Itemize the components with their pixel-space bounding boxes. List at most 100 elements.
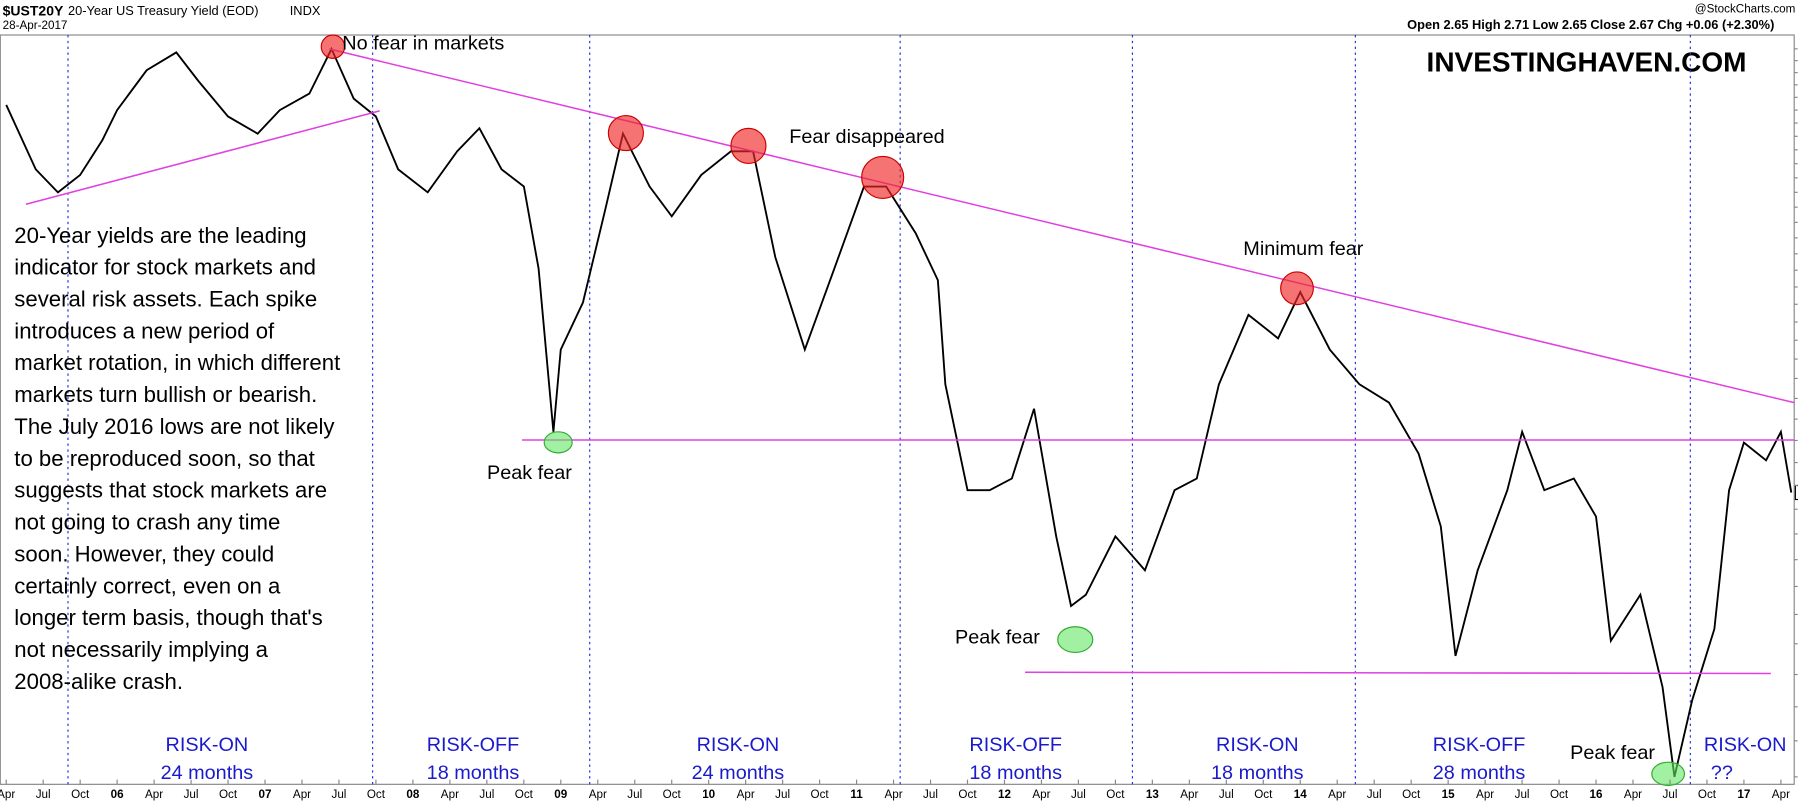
red-circle (607, 114, 644, 152)
paragraph-line: markets turn bullish or bearish. (14, 382, 317, 407)
x-tick-label: Oct (219, 788, 238, 801)
fear-markers (320, 34, 1314, 306)
x-tick-label: Oct (367, 788, 386, 801)
regime-label: RISK-ON (1704, 734, 1787, 756)
regime-duration: 18 months (969, 762, 1062, 784)
x-tick-label: Jul (923, 788, 938, 801)
x-tick-label: Apr (1328, 788, 1346, 801)
watermark: INVESTINGHAVEN.COM (1427, 47, 1747, 78)
x-tick-label: Apr (1180, 788, 1198, 801)
paragraph-line: indicator for stock markets and (14, 255, 316, 280)
x-tick-label: Oct (1402, 788, 1421, 801)
regime-duration: 18 months (1211, 762, 1304, 784)
paragraph-line: certainly correct, even on a (14, 573, 281, 598)
paragraph-line: 20-Year yields are the leading (14, 223, 306, 248)
x-tick-label: Jul (332, 788, 347, 801)
x-tick-label: Oct (515, 788, 534, 801)
regime-label: RISK-ON (697, 734, 780, 756)
x-tick-label: Jul (1219, 788, 1234, 801)
green-ellipse (543, 431, 573, 454)
x-tick-label: 10 (702, 788, 715, 801)
date: 28-Apr-2017 (3, 19, 68, 32)
x-tick-label: 15 (1442, 788, 1455, 801)
x-tick-label: Jul (627, 788, 642, 801)
red-circle (861, 155, 905, 199)
regime-duration: 18 months (427, 762, 520, 784)
annotation: Peak fear (487, 462, 572, 484)
regime-label: RISK-OFF (969, 734, 1062, 756)
annotation: Peak fear (955, 627, 1040, 649)
regime-duration: 28 months (1433, 762, 1526, 784)
x-tick-label: Jul (184, 788, 199, 801)
x-tick-label: Jul (479, 788, 494, 801)
regime-label: RISK-OFF (427, 734, 520, 756)
paragraph-line: soon. However, they could (14, 541, 274, 566)
x-tick-label: Apr (884, 788, 902, 801)
paragraph-line: 2008-alike crash. (14, 669, 183, 694)
x-tick-label: Apr (1032, 788, 1050, 801)
x-tick-label: Apr (145, 788, 163, 801)
x-tick-label: Apr (0, 788, 15, 801)
paragraph-line: longer term basis, though that's (14, 605, 322, 630)
paragraph-line: market rotation, in which different (14, 350, 340, 375)
credit: @StockCharts.com (1695, 2, 1796, 15)
x-tick-label: 06 (111, 788, 124, 801)
x-tick-label: 08 (406, 788, 419, 801)
red-circle (1280, 271, 1314, 306)
symbol: $UST20Y (3, 2, 64, 18)
red-circle (730, 127, 767, 164)
regime-label: RISK-ON (166, 734, 249, 756)
trend-line (329, 48, 1795, 404)
x-tick-label: Oct (663, 788, 682, 801)
annotation: Minimum fear (1243, 238, 1363, 260)
last-value-box (1794, 484, 1798, 501)
x-tick-label: Jul (1663, 788, 1678, 801)
regime-dividers (67, 35, 1691, 785)
x-tick-label: Apr (441, 788, 459, 801)
x-tick-label: 11 (850, 788, 863, 801)
paragraph-line: not necessarily implying a (14, 637, 268, 662)
x-tick-label: Jul (1071, 788, 1086, 801)
red-circle (320, 34, 346, 59)
trend-lines (25, 48, 1795, 675)
x-tick-label: Oct (1550, 788, 1569, 801)
x-tick-label: Apr (589, 788, 607, 801)
x-tick-label: 07 (259, 788, 272, 801)
x-tick-label: Oct (958, 788, 977, 801)
x-tick-label: Oct (1698, 788, 1717, 801)
x-tick-label: 13 (1146, 788, 1159, 801)
x-tick-label: Jul (1367, 788, 1382, 801)
trend-line (25, 110, 380, 205)
x-tick-label: Jul (1515, 788, 1530, 801)
regime-label: RISK-ON (1216, 734, 1299, 756)
x-tick-label: Jul (775, 788, 790, 801)
x-tick-label: Apr (1624, 788, 1642, 801)
chart-title: 20-Year US Treasury Yield (EOD) (68, 3, 259, 18)
x-tick-label: Apr (1476, 788, 1494, 801)
x-tick-label: 12 (998, 788, 1011, 801)
paragraph-line: to be reproduced soon, so that (14, 446, 315, 471)
plot-frame (0, 34, 1795, 785)
support-line (1025, 671, 1771, 675)
annotation: Peak fear (1570, 742, 1655, 764)
paragraph-line: The July 2016 lows are not likely (14, 414, 335, 439)
x-tick-label: Oct (1106, 788, 1125, 801)
x-tick-label: 16 (1590, 788, 1603, 801)
paragraph-line: not going to crash any time (14, 510, 280, 535)
paragraph-line: suggests that stock markets are (14, 478, 327, 503)
x-tick-label: Apr (737, 788, 755, 801)
x-tick-label: 17 (1737, 788, 1750, 801)
paragraph-line: introduces a new period of (14, 318, 275, 343)
x-tick-label: Apr (1772, 788, 1790, 801)
x-tick-label: Jul (36, 788, 51, 801)
annotation: No fear in markets (342, 33, 504, 55)
x-tick-label: 09 (554, 788, 567, 801)
annotation: Fear disappeared (789, 126, 944, 148)
regime-duration: 24 months (161, 762, 254, 784)
x-tick-label: Oct (71, 788, 90, 801)
regime-label: RISK-OFF (1433, 734, 1526, 756)
x-tick-label: Oct (811, 788, 830, 801)
